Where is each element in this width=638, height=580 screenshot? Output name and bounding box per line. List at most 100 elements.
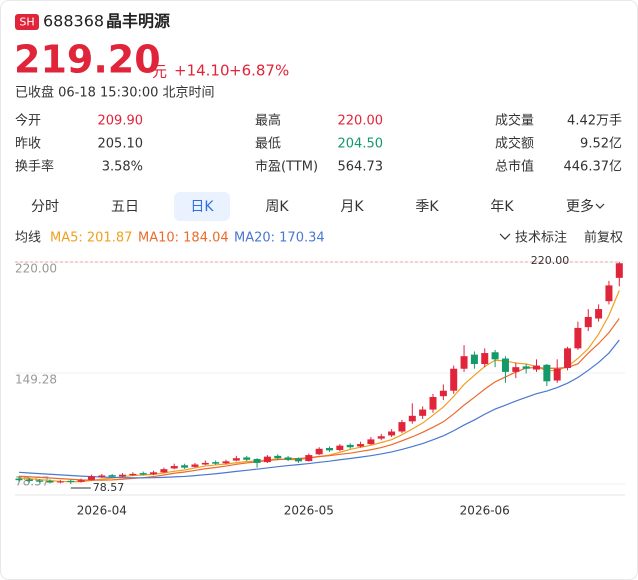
stat-value: 205.10 xyxy=(98,137,144,152)
price: 219.20 xyxy=(14,38,161,82)
candle-body xyxy=(615,263,623,278)
status: 已收盘 06-18 15:30:00 北京时间 xyxy=(15,85,215,101)
candle-body xyxy=(274,455,282,459)
stat-label: 市盈(TTM) xyxy=(255,159,318,175)
max-label: 220.00 xyxy=(531,254,570,267)
candle-body xyxy=(119,474,126,477)
candle-body xyxy=(450,368,458,391)
candle-body xyxy=(305,455,313,462)
candle-body xyxy=(56,481,64,483)
tool-icon xyxy=(499,233,511,240)
candle-body xyxy=(470,354,478,365)
y-tick-label: 149.28 xyxy=(15,373,57,387)
candle-body xyxy=(212,462,220,464)
stat-value: 446.37亿 xyxy=(564,160,623,175)
candle-body xyxy=(77,480,85,482)
tab[interactable]: 更多 xyxy=(566,198,594,215)
legend-item: MA5: 201.87 xyxy=(50,231,132,246)
tab[interactable]: 日K xyxy=(190,199,214,215)
price-unit: 元 xyxy=(152,63,167,81)
stat-label: 总市值 xyxy=(495,159,534,175)
candle-body xyxy=(439,390,447,397)
stat-label: 成交额 xyxy=(495,136,534,152)
more-chevron xyxy=(595,203,605,209)
y-tick-label: 220.00 xyxy=(15,262,57,276)
stat-value: 204.50 xyxy=(338,137,384,152)
change-pct: +6.87% xyxy=(229,62,289,80)
candle-body xyxy=(533,365,540,370)
stat-label: 成交量 xyxy=(495,113,534,129)
stat-label: 最低 xyxy=(255,137,281,152)
stat-label: 昨收 xyxy=(15,137,41,152)
candle-body xyxy=(222,461,230,464)
candle-body xyxy=(160,469,168,473)
candle-body xyxy=(15,478,23,481)
candle-body xyxy=(25,479,33,481)
candle-body xyxy=(481,353,489,365)
candle-body xyxy=(388,431,396,436)
candle-body xyxy=(36,480,44,482)
badge-bg xyxy=(15,14,39,30)
tab[interactable]: 五日 xyxy=(111,199,139,215)
candle-body xyxy=(419,409,427,416)
tab[interactable]: 年K xyxy=(490,199,514,215)
candle-body xyxy=(243,457,251,460)
tool[interactable]: 技术标注 xyxy=(515,231,567,246)
candle-body xyxy=(574,327,582,349)
tool[interactable]: 前复权 xyxy=(584,230,623,246)
candle-body xyxy=(263,456,271,463)
stat-value: 564.73 xyxy=(338,160,384,175)
candle-body xyxy=(201,462,209,465)
candle-body xyxy=(367,439,375,445)
x-tick-label: 2026-04 xyxy=(77,504,127,518)
candle-body xyxy=(357,444,365,447)
stat-value: 209.90 xyxy=(98,114,144,129)
candle-body xyxy=(139,473,147,475)
candle-body xyxy=(429,396,437,410)
candle-body xyxy=(522,366,530,369)
candle-body xyxy=(284,457,292,460)
tab[interactable]: 周K xyxy=(265,199,289,215)
candle-body xyxy=(553,368,561,381)
candle-body xyxy=(377,436,385,439)
candle-body xyxy=(87,476,95,480)
legend-item: MA10: 184.04 xyxy=(138,231,229,246)
stat-value: 4.42万手 xyxy=(567,114,622,129)
candle-body xyxy=(543,364,551,382)
candle-body xyxy=(46,480,54,483)
candle-body xyxy=(398,422,406,432)
tab[interactable]: 分时 xyxy=(31,199,59,215)
change: +14.10 xyxy=(174,62,230,80)
candle-body xyxy=(108,475,116,477)
candle-body xyxy=(150,472,158,475)
stock-name: 晶丰明源 xyxy=(106,12,170,31)
candle-body xyxy=(501,358,509,372)
x-tick-label: 2026-05 xyxy=(284,504,334,518)
active-tab-bg xyxy=(174,192,230,221)
candle-body xyxy=(170,466,178,469)
candle-body xyxy=(232,458,240,461)
tab[interactable]: 季K xyxy=(415,199,439,215)
min-label: 78.57 xyxy=(93,481,125,494)
candle-body xyxy=(605,285,613,302)
tab[interactable]: 月K xyxy=(340,199,364,215)
ma-line xyxy=(18,339,620,479)
stat-label: 最高 xyxy=(255,113,281,129)
candle-body xyxy=(129,473,137,476)
candle-body xyxy=(346,444,354,448)
candle-body xyxy=(491,352,499,360)
stat-label: 今开 xyxy=(15,113,41,129)
stat-value: 220.00 xyxy=(338,114,384,129)
candle-body xyxy=(595,309,603,319)
candle-body xyxy=(315,448,323,455)
candle-body xyxy=(253,458,261,463)
candle-body xyxy=(181,465,189,468)
candle-body xyxy=(98,475,106,478)
candle-body xyxy=(326,448,333,451)
stat-value: 9.52亿 xyxy=(580,137,622,152)
candle-body xyxy=(67,480,75,483)
candle-body xyxy=(408,415,416,422)
candle-body xyxy=(460,356,468,369)
legend-item: MA20: 170.34 xyxy=(234,231,325,246)
